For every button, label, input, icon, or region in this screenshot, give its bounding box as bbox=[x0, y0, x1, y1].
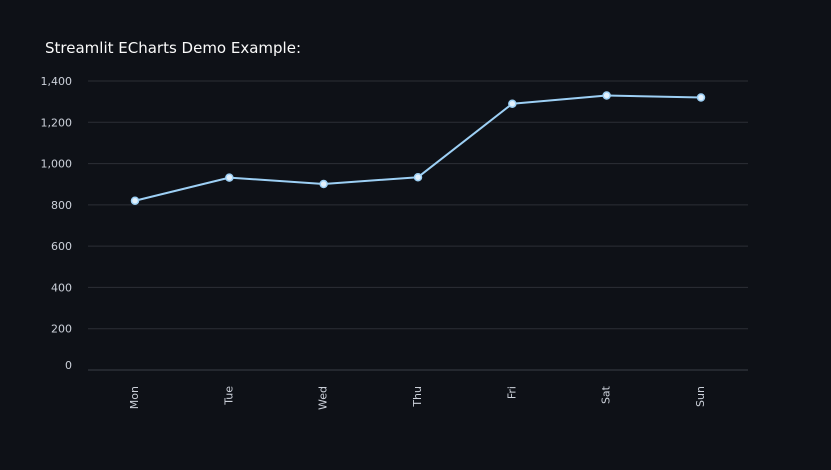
y-tick-label: 1,400 bbox=[41, 75, 73, 88]
x-tick-label: Tue bbox=[222, 386, 235, 406]
page-title: Streamlit ECharts Demo Example: bbox=[45, 39, 302, 57]
y-tick-label: 800 bbox=[51, 199, 72, 212]
x-tick-label: Thu bbox=[411, 386, 424, 408]
series-line bbox=[134, 94, 702, 202]
x-tick-label: Sun bbox=[694, 386, 707, 407]
data-point[interactable] bbox=[508, 99, 517, 108]
y-tick-label: 1,200 bbox=[41, 116, 73, 129]
data-point[interactable] bbox=[696, 93, 706, 102]
x-tick-label: Mon bbox=[128, 386, 141, 409]
y-tick-label: 1,000 bbox=[41, 158, 73, 171]
x-tick-label: Sat bbox=[600, 385, 613, 404]
data-point[interactable] bbox=[130, 196, 140, 205]
y-axis-ticks: 0 200 400 600 800 1,000 1,200 1,400 bbox=[41, 75, 73, 372]
data-point[interactable] bbox=[225, 173, 234, 182]
x-tick-label: Wed bbox=[317, 386, 330, 410]
x-axis-ticks: Mon Tue Wed Thu Fri Sat Sun bbox=[128, 385, 707, 410]
series bbox=[130, 91, 706, 205]
x-tick-label: Fri bbox=[505, 386, 518, 399]
data-point[interactable] bbox=[319, 179, 328, 189]
y-tick-label: 0 bbox=[65, 359, 72, 372]
data-point[interactable] bbox=[602, 91, 611, 100]
grid-lines bbox=[88, 80, 748, 330]
y-tick-label: 400 bbox=[51, 281, 72, 294]
y-tick-label: 600 bbox=[51, 240, 72, 253]
data-point[interactable] bbox=[413, 172, 423, 182]
y-tick-label: 200 bbox=[51, 323, 72, 336]
